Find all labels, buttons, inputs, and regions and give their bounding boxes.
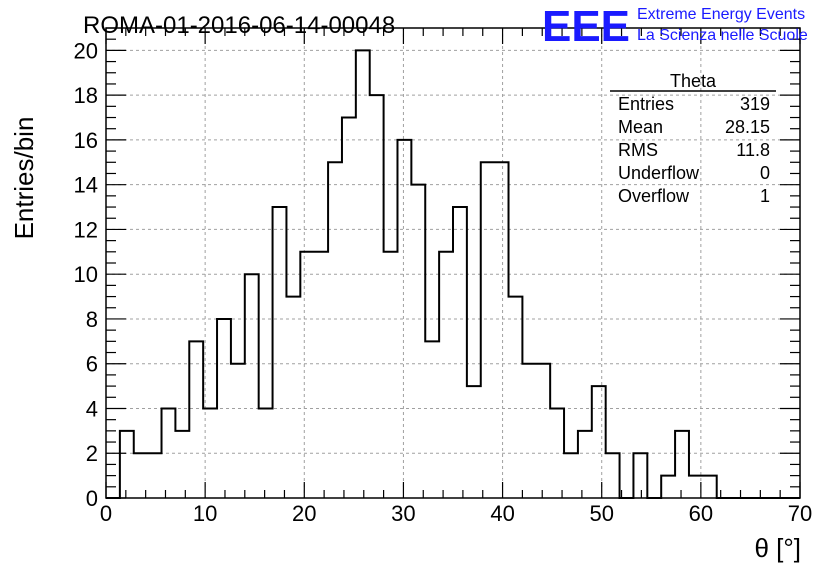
x-tick-label: 40 [490, 501, 514, 526]
y-axis-title: Entries/bin [9, 117, 39, 240]
stats-value: 11.8 [736, 140, 770, 160]
stats-value: 319 [740, 94, 770, 114]
stats-label: Mean [618, 117, 663, 137]
stats-label: Overflow [618, 186, 690, 206]
y-tick-label: 6 [86, 352, 98, 377]
y-tick-label: 20 [74, 38, 98, 63]
y-tick-label: 14 [74, 173, 98, 198]
x-tick-label: 30 [391, 501, 415, 526]
x-tick-label: 60 [689, 501, 713, 526]
logo-line-2: La Scienza nelle Scuole [637, 27, 808, 44]
grid [106, 28, 800, 498]
x-tick-label: 10 [193, 501, 217, 526]
stats-value: 0 [760, 163, 770, 183]
logo-line-1: Extreme Energy Events [637, 6, 805, 23]
y-tick-labels: 0 2 4 6 8 10 12 14 16 18 20 [74, 38, 98, 511]
x-tick-label: 0 [100, 501, 112, 526]
x-tick-label: 20 [292, 501, 316, 526]
axis-ticks [105, 27, 801, 499]
plot-frame [105, 27, 801, 499]
stats-rows: Entries 319 Mean 28.15 RMS 11.8 Underflow 0 Over… [618, 94, 770, 206]
eee-logo: EEE Extreme Energy Events La Scienza nel… [542, 2, 808, 51]
x-tick-label: 50 [589, 501, 613, 526]
y-tick-label: 4 [86, 396, 98, 421]
y-tick-label: 0 [86, 486, 98, 511]
y-tick-label: 16 [74, 128, 98, 153]
x-tick-labels: 0 10 20 30 40 50 60 70 [100, 501, 812, 526]
y-tick-label: 2 [86, 441, 98, 466]
stats-label: RMS [618, 140, 658, 160]
y-tick-label: 12 [74, 217, 98, 242]
stats-box: Theta Entries 319 Mean 28.15 RMS 11.8 Underflo… [610, 71, 776, 206]
logo-mark: EEE [542, 2, 630, 51]
y-tick-label: 8 [86, 307, 98, 332]
x-axis-title: θ [°] [754, 533, 801, 563]
chart-title: ROMA-01-2016-06-14-00048 [83, 12, 395, 39]
y-tick-label: 10 [74, 262, 98, 287]
x-tick-label: 70 [788, 501, 812, 526]
stats-label: Underflow [618, 163, 700, 183]
stats-value: 1 [760, 186, 770, 206]
stats-label: Entries [618, 94, 674, 114]
y-tick-label: 18 [74, 83, 98, 108]
stats-title: Theta [670, 71, 717, 91]
stats-value: 28.15 [725, 117, 770, 137]
